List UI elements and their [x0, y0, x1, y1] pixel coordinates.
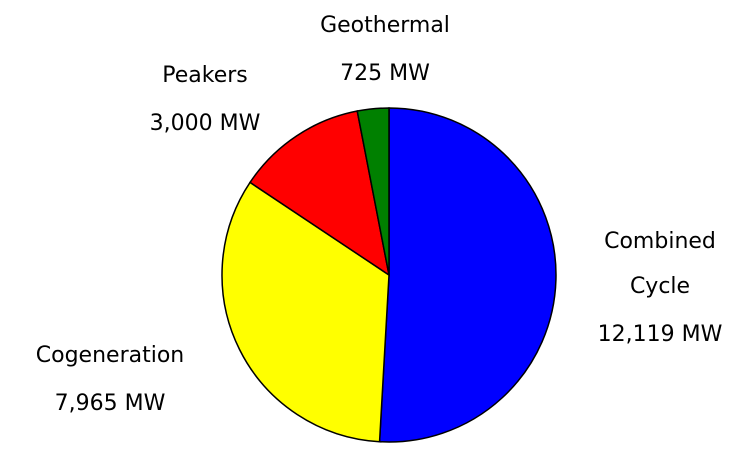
slice-label: Combined Cycle	[604, 229, 716, 299]
value-label: 3,000 MW	[149, 111, 261, 136]
value-label: 725 MW	[340, 61, 430, 86]
pie-slice	[356, 107, 390, 276]
slice-label: Peakers	[162, 63, 248, 88]
slice-label: Cogeneration	[35, 343, 185, 368]
pie-slice	[248, 110, 391, 277]
value-label: 12,119 MW	[597, 322, 723, 347]
slice-label: Geothermal	[320, 13, 450, 38]
value-label: 7,965 MW	[54, 391, 166, 416]
pie-slice	[378, 107, 557, 443]
